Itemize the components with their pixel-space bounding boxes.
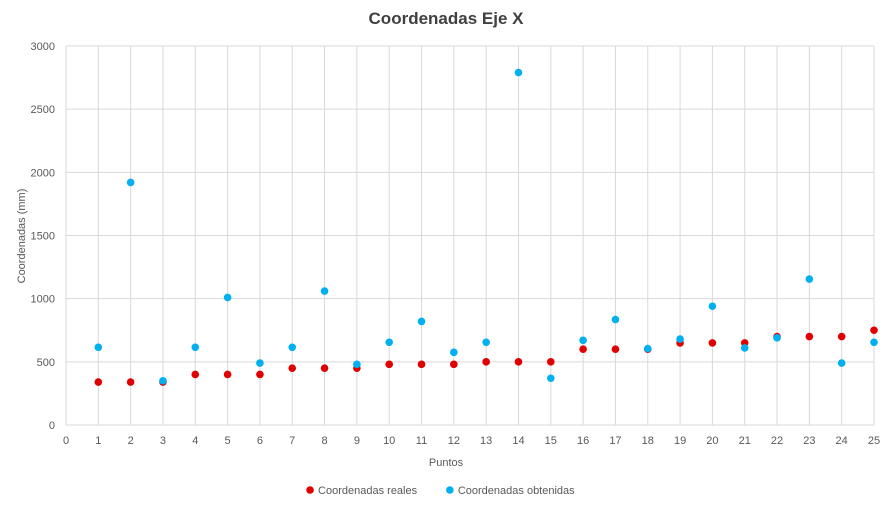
point-series-2 [191,343,200,352]
x-tick-label: 13 [480,435,492,447]
y-tick-label: 1000 [31,294,55,306]
y-axis-label: Coordenadas (mm) [16,189,28,284]
x-tick-label: 21 [739,435,751,447]
point-series-2 [482,338,490,347]
point-series-2 [288,343,297,352]
point-series-2 [547,374,555,383]
x-tick-label: 17 [609,435,621,447]
chart-title: Coordenadas Eje X [369,9,525,28]
point-series-1 [191,370,200,379]
x-tick-label: 23 [803,435,815,447]
x-tick-label: 4 [192,435,198,447]
y-tick-label: 3000 [31,41,55,53]
point-series-2 [579,336,587,345]
point-series-1 [579,345,587,354]
x-tick-label: 9 [354,435,360,447]
x-tick-label: 20 [706,435,718,447]
point-series-2 [223,293,232,302]
point-series-2 [450,348,458,357]
x-tick-label: 11 [416,435,427,447]
point-series-1 [837,332,846,341]
x-tick-label: 24 [836,435,848,447]
legend: Coordenadas reales Coordenadas obtenidas [306,485,575,497]
point-series-2 [611,315,620,324]
x-tick-label: 7 [289,435,295,447]
point-series-1 [223,370,232,379]
legend-item: Coordenadas reales [306,485,418,497]
point-series-2 [837,359,846,367]
point-series-2 [740,344,749,352]
x-tick-label: 14 [512,435,524,447]
point-series-2 [870,338,878,347]
point-series-1 [514,358,523,366]
point-series-1 [870,326,878,335]
x-axis-label: Puntos [429,457,464,469]
point-series-2 [385,338,394,347]
point-series-2 [320,287,329,295]
point-series-2 [353,360,361,369]
point-series-2 [643,344,652,353]
legend-label: Coordenadas obtenidas [458,485,575,497]
point-series-1 [482,358,490,366]
point-series-2 [676,335,684,343]
point-series-1 [385,360,394,369]
x-tick-label: 10 [383,435,395,447]
x-tick-label: 12 [448,435,460,447]
x-tick-label: 2 [128,435,134,447]
x-tick-label: 16 [577,435,589,447]
x-tick-label: 22 [771,435,783,447]
point-series-1 [708,339,717,347]
point-series-2 [514,68,523,77]
x-tick-label: 15 [545,435,557,447]
point-series-1 [450,360,458,369]
legend-label: Coordenadas reales [318,485,418,497]
point-series-2 [417,317,426,326]
x-tick-label: 3 [160,435,166,447]
x-tick-label: 8 [321,435,327,447]
y-tick-label: 500 [37,357,55,369]
y-tick-label: 2000 [31,167,55,179]
grid [65,45,875,426]
point-series-1 [805,332,814,341]
y-axis-ticks: 0 500 1000 1500 2000 2500 3000 [31,41,55,432]
x-tick-label: 19 [674,435,686,447]
point-series-2 [126,178,135,187]
point-series-1 [288,364,297,372]
y-tick-label: 0 [49,420,55,432]
x-tick-label: 5 [225,435,231,447]
x-axis-ticks: 0 1 2 3 4 5 6 7 8 9 10 11 12 13 14 15 16 17 18 19 20 21 22 23 24… [63,435,880,447]
point-series-1 [611,345,620,354]
point-series-1 [126,378,135,386]
legend-marker [446,486,454,494]
x-tick-label: 1 [95,435,101,447]
point-series-1 [417,360,426,369]
point-series-2 [94,343,103,352]
point-series-2 [159,376,167,385]
data-points [94,68,878,386]
point-series-2 [256,359,264,367]
x-tick-label: 6 [257,435,263,447]
legend-marker [306,486,314,494]
point-series-1 [94,378,103,386]
x-tick-label: 18 [642,435,654,447]
legend-item: Coordenadas obtenidas [446,485,575,497]
point-series-1 [256,370,264,379]
y-tick-label: 2500 [31,104,55,116]
point-series-1 [320,364,329,372]
point-series-1 [547,358,555,366]
x-tick-label: 25 [868,435,880,447]
point-series-2 [708,302,717,311]
x-tick-label: 0 [63,435,69,447]
y-tick-label: 1500 [31,231,55,243]
point-series-2 [805,275,814,283]
point-series-2 [773,334,781,342]
